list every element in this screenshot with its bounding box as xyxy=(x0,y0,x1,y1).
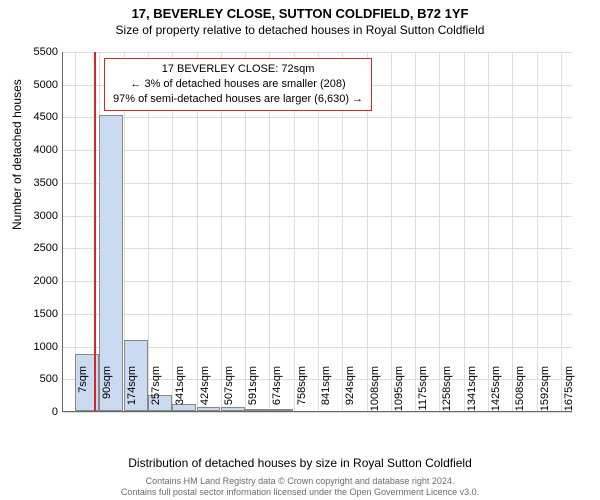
xtick-label: 1095sqm xyxy=(393,366,405,416)
xtick-label: 174sqm xyxy=(126,366,138,416)
info-box-line: ← 3% of detached houses are smaller (208… xyxy=(113,77,363,92)
ytick-label: 0 xyxy=(18,406,58,418)
gridline-v xyxy=(391,52,392,411)
xtick-label: 1175sqm xyxy=(417,366,429,416)
gridline-v xyxy=(537,52,538,411)
ytick-label: 5000 xyxy=(18,79,58,91)
info-box-line: 17 BEVERLEY CLOSE: 72sqm xyxy=(113,62,363,77)
footer-line-1: Contains HM Land Registry data © Crown c… xyxy=(0,476,600,487)
ytick-label: 3500 xyxy=(18,177,58,189)
page-title: 17, BEVERLEY CLOSE, SUTTON COLDFIELD, B7… xyxy=(0,0,600,21)
ytick-label: 2500 xyxy=(18,242,58,254)
ytick-label: 5500 xyxy=(18,46,58,58)
gridline-v xyxy=(512,52,513,411)
ytick-label: 4500 xyxy=(18,111,58,123)
footer-line-2: Contains full postal sector information … xyxy=(0,487,600,498)
x-axis-label: Distribution of detached houses by size … xyxy=(0,456,600,470)
xtick-label: 257sqm xyxy=(150,366,162,416)
ytick-label: 2000 xyxy=(18,275,58,287)
xtick-label: 924sqm xyxy=(344,366,356,416)
chart-area: 0500100015002000250030003500400045005000… xyxy=(62,52,572,412)
ytick-label: 1500 xyxy=(18,308,58,320)
info-box-line: 97% of semi-detached houses are larger (… xyxy=(113,92,363,107)
gridline-v xyxy=(488,52,489,411)
xtick-label: 7sqm xyxy=(77,366,89,416)
footer: Contains HM Land Registry data © Crown c… xyxy=(0,476,600,499)
xtick-label: 507sqm xyxy=(223,366,235,416)
page-subtitle: Size of property relative to detached ho… xyxy=(0,21,600,37)
xtick-label: 1592sqm xyxy=(539,366,551,416)
gridline-v xyxy=(464,52,465,411)
gridline-v xyxy=(415,52,416,411)
xtick-label: 758sqm xyxy=(296,366,308,416)
ytick-label: 3000 xyxy=(18,210,58,222)
xtick-label: 1258sqm xyxy=(441,366,453,416)
ytick-label: 500 xyxy=(18,373,58,385)
reference-info-box: 17 BEVERLEY CLOSE: 72sqm← 3% of detached… xyxy=(104,58,372,111)
xtick-label: 1675sqm xyxy=(563,366,575,416)
xtick-label: 90sqm xyxy=(101,366,113,416)
xtick-label: 674sqm xyxy=(271,366,283,416)
xtick-label: 1508sqm xyxy=(514,366,526,416)
xtick-label: 841sqm xyxy=(320,366,332,416)
xtick-label: 341sqm xyxy=(174,366,186,416)
xtick-label: 1008sqm xyxy=(369,366,381,416)
xtick-label: 424sqm xyxy=(199,366,211,416)
xtick-label: 1425sqm xyxy=(490,366,502,416)
reference-line xyxy=(94,52,96,411)
ytick-label: 1000 xyxy=(18,341,58,353)
xtick-label: 1341sqm xyxy=(466,366,478,416)
gridline-v xyxy=(439,52,440,411)
gridline-v xyxy=(561,52,562,411)
xtick-label: 591sqm xyxy=(247,366,259,416)
ytick-label: 4000 xyxy=(18,144,58,156)
